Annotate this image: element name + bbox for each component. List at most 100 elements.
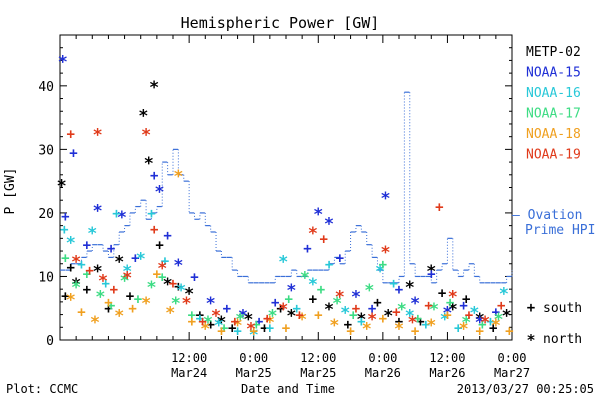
- south-marker: +: [249, 323, 257, 339]
- north-marker: *: [397, 300, 407, 320]
- north-marker: *: [313, 205, 323, 225]
- south-marker: +: [77, 304, 85, 320]
- north-marker: *: [93, 262, 103, 282]
- y-tick-label: 0: [46, 334, 54, 349]
- north-marker: *: [249, 326, 259, 346]
- south-marker: +: [446, 295, 454, 311]
- ovation-legend-label-2: Prime HPI: [525, 223, 595, 238]
- y-axis-label: P [GW]: [3, 168, 18, 215]
- south-marker: +: [314, 308, 322, 324]
- south-marker: +: [60, 222, 68, 238]
- south-marker: +: [349, 308, 357, 324]
- south-marker: +: [198, 314, 206, 330]
- south-marker: +: [220, 320, 228, 336]
- x-tick-date-label: Mar26: [429, 366, 465, 380]
- south-marker: +: [134, 292, 142, 308]
- south-marker: +: [233, 323, 241, 339]
- south-marker: +: [77, 257, 85, 273]
- legend-entry: NOAA-19: [526, 148, 581, 163]
- north-marker: *: [426, 316, 436, 336]
- north-marker: *: [146, 278, 156, 298]
- north-marker: *: [278, 300, 288, 320]
- north-marker: *: [87, 224, 97, 244]
- x-tick-time-label: 12:00: [429, 351, 465, 365]
- ovation-hpi-line: [60, 91, 513, 284]
- south-marker: +: [128, 301, 136, 317]
- south-marker: +: [462, 292, 470, 308]
- south-marker: +: [158, 269, 166, 285]
- north-marker: *: [144, 154, 154, 174]
- x-tick-date-label: Mar26: [365, 366, 401, 380]
- x-tick-date-label: Mar27: [494, 366, 530, 380]
- north-marker: *: [405, 278, 415, 298]
- south-marker: +: [309, 292, 317, 308]
- south-marker: +: [223, 301, 231, 317]
- north-marker: *: [114, 307, 124, 327]
- north-marker: *: [448, 288, 458, 308]
- north-marker: *: [58, 52, 68, 72]
- y-tick-label: 40: [38, 80, 54, 95]
- north-marker: *: [141, 125, 151, 145]
- north-marker: *: [383, 307, 393, 327]
- south-marker: +: [395, 282, 403, 298]
- north-marker: *: [66, 234, 76, 254]
- north-marker: *: [71, 275, 81, 295]
- south-marker: +: [422, 317, 430, 333]
- north-marker: *: [332, 294, 342, 314]
- data-markers: *++* +*+*+***+* + *++ * + * ++ *+*+ *+* +*+*+*+* +*…: [56, 52, 513, 345]
- north-marker: *: [442, 303, 452, 323]
- north-marker: *: [200, 319, 210, 339]
- south-marker: +: [107, 298, 115, 314]
- south-marker: +: [206, 317, 214, 333]
- south-marker: +: [196, 308, 204, 324]
- south-marker: +: [255, 314, 263, 330]
- x-tick-date-label: Mar24: [171, 366, 207, 380]
- south-marker: +: [276, 301, 284, 317]
- south-marker: +: [104, 295, 112, 311]
- south-marker: +: [126, 289, 134, 305]
- south-marker: +: [284, 292, 292, 308]
- legend-entry: NOAA-16: [526, 86, 581, 101]
- north-marker: *: [90, 313, 100, 333]
- south-marker: +: [319, 231, 327, 247]
- south-marker: +: [416, 314, 424, 330]
- north-marker: *: [95, 288, 105, 308]
- north-marker: *: [351, 288, 361, 308]
- south-marker: +: [169, 276, 177, 292]
- north-marker: *: [324, 214, 334, 234]
- north-marker: *: [308, 224, 318, 244]
- north-marker: *: [122, 268, 132, 288]
- south-marker: +: [379, 257, 387, 273]
- north-marker: *: [364, 281, 374, 301]
- south-marker: +: [61, 209, 69, 225]
- y-tick-label: 10: [38, 270, 54, 285]
- north-marker: *: [286, 281, 296, 301]
- south-marker: +: [83, 282, 91, 298]
- symbol-legend-label: north: [543, 332, 582, 347]
- north-marker: *: [136, 249, 146, 269]
- north-marker: *: [165, 303, 175, 323]
- north-marker: *: [448, 300, 458, 320]
- north-marker: *: [267, 307, 277, 327]
- north-marker: *: [340, 303, 350, 323]
- north-marker: *: [216, 313, 226, 333]
- north-marker: *: [154, 183, 164, 203]
- south-marker: +: [389, 276, 397, 292]
- south-marker: +: [61, 250, 69, 266]
- south-marker: +: [188, 308, 196, 324]
- x-tick-time-label: 0:00: [498, 351, 527, 365]
- south-marker: +: [325, 257, 333, 273]
- south-marker: +: [395, 314, 403, 330]
- north-marker: *: [475, 313, 485, 333]
- south-marker: +: [131, 250, 139, 266]
- north-marker: *: [491, 316, 501, 336]
- legend-entry: NOAA-15: [526, 66, 581, 81]
- south-marker: +: [368, 301, 376, 317]
- south-marker: +: [147, 206, 155, 222]
- south-marker: +: [438, 285, 446, 301]
- north-marker: *: [235, 310, 245, 330]
- south-marker: +: [373, 295, 381, 311]
- south-marker: +: [497, 298, 505, 314]
- south-marker: +: [414, 311, 422, 327]
